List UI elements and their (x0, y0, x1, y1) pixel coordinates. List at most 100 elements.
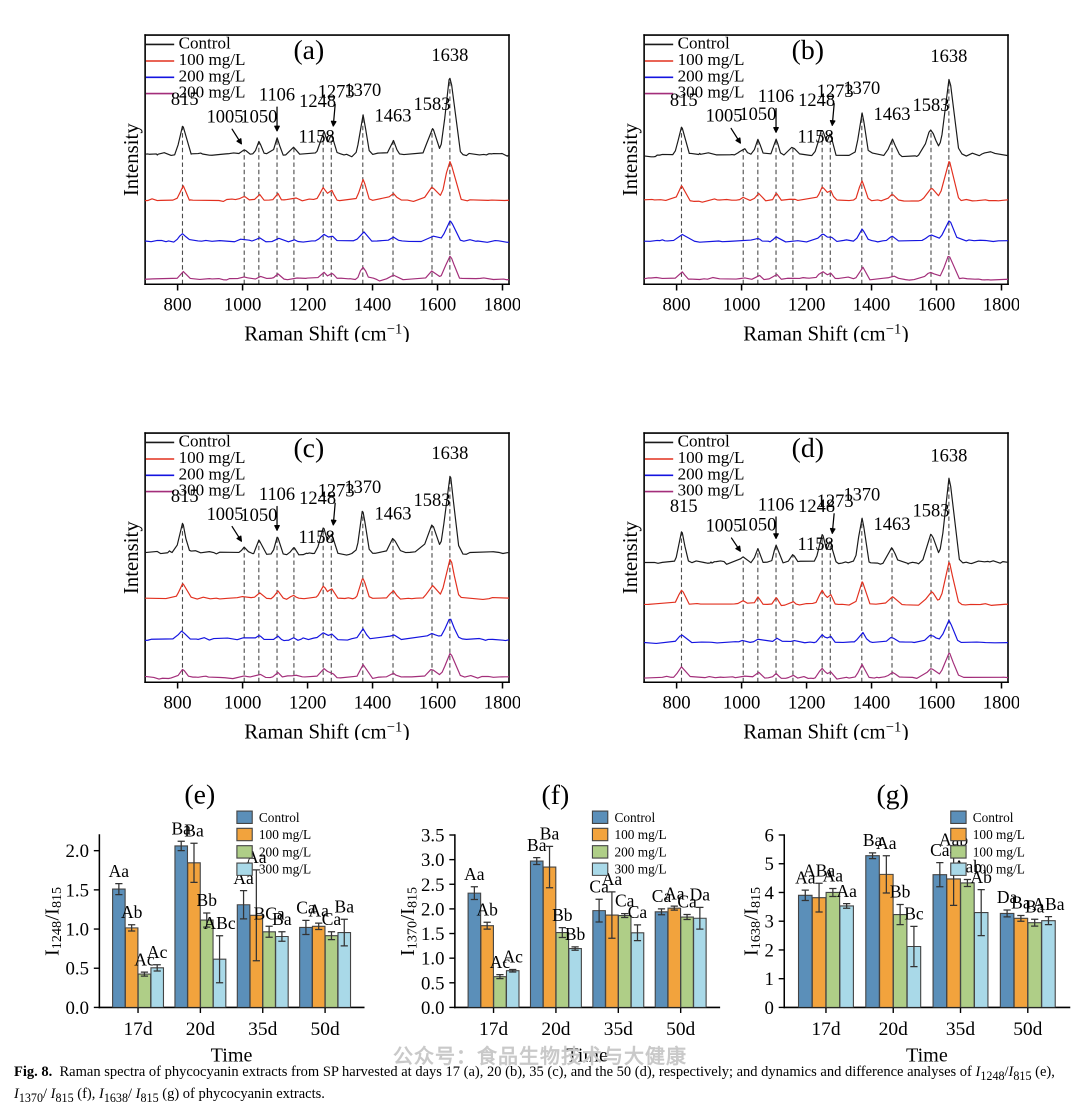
svg-text:Control: Control (973, 810, 1014, 825)
svg-text:6: 6 (764, 826, 773, 847)
svg-text:815: 815 (670, 496, 698, 516)
svg-text:R a m a: R a m a n S h i f t ( c m ) − 1 (743, 712, 914, 740)
svg-text:Ba: Ba (335, 896, 355, 916)
svg-text:1: 1 (764, 969, 773, 990)
svg-text:100 mg/L: 100 mg/L (973, 862, 1025, 877)
svg-text:Ab: Ab (476, 899, 498, 919)
svg-text:1800: 1800 (484, 294, 520, 315)
svg-text:1.0: 1.0 (66, 920, 89, 941)
svg-text:R a m a: R a m a n S h i f t ( c m ) − 1 (244, 314, 415, 342)
svg-text:1200: 1200 (788, 692, 826, 713)
svg-text:800: 800 (164, 692, 192, 713)
svg-text:1200: 1200 (788, 294, 826, 315)
svg-text:Bb: Bb (565, 924, 586, 944)
svg-text:Control: Control (259, 810, 300, 825)
svg-text:Aa: Aa (109, 861, 130, 881)
svg-text:1050: 1050 (240, 106, 277, 126)
svg-text:17d: 17d (479, 1019, 508, 1040)
svg-text:50d: 50d (666, 1019, 695, 1040)
svg-text:Ac: Ac (503, 947, 524, 967)
svg-text:1400: 1400 (354, 692, 392, 713)
svg-text:1800: 1800 (983, 294, 1019, 315)
svg-text:Bb: Bb (197, 890, 218, 910)
svg-text:1000: 1000 (723, 692, 761, 713)
svg-text:Bb: Bb (552, 905, 573, 925)
svg-text:1248: 1248 (798, 496, 835, 516)
svg-text:2: 2 (764, 940, 773, 961)
svg-text:Ba: Ba (540, 824, 560, 844)
svg-text:20d: 20d (541, 1019, 570, 1040)
svg-text:1370: 1370 (843, 78, 880, 98)
svg-text:1106: 1106 (758, 494, 794, 514)
svg-text:1400: 1400 (354, 294, 392, 315)
svg-text:3.5: 3.5 (421, 826, 444, 847)
svg-text:1463: 1463 (874, 104, 911, 124)
svg-text:Ab: Ab (121, 902, 143, 922)
svg-text:300 mg/L: 300 mg/L (259, 862, 311, 877)
svg-text:1638: 1638 (930, 46, 967, 66)
svg-text:1005: 1005 (706, 106, 743, 126)
svg-text:1600: 1600 (419, 692, 457, 713)
svg-text:1638: 1638 (930, 446, 967, 466)
svg-text:20d: 20d (879, 1019, 908, 1040)
svg-text:300 mg/L: 300 mg/L (614, 862, 666, 877)
svg-text:Intensity: Intensity (618, 123, 642, 196)
svg-text:1583: 1583 (913, 95, 950, 115)
svg-text:1000: 1000 (224, 294, 262, 315)
svg-text:Intensity: Intensity (119, 123, 143, 196)
svg-text:815: 815 (171, 89, 199, 109)
svg-text:1050: 1050 (240, 505, 277, 525)
svg-text:100 mg/L: 100 mg/L (973, 844, 1025, 859)
svg-text:200 mg/L: 200 mg/L (259, 844, 311, 859)
svg-text:(c): (c) (293, 433, 324, 464)
svg-text:35d: 35d (248, 1019, 277, 1040)
svg-text:1800: 1800 (983, 692, 1019, 713)
svg-text:Aa: Aa (876, 833, 897, 853)
svg-text:1000: 1000 (723, 294, 761, 315)
svg-text:1158: 1158 (797, 534, 833, 554)
svg-text:35d: 35d (946, 1019, 975, 1040)
svg-text:R a m a: R a m a n S h i f t ( c m ) − 1 (743, 314, 914, 342)
svg-text:800: 800 (663, 294, 691, 315)
svg-text:1.5: 1.5 (66, 880, 89, 901)
svg-text:1.5: 1.5 (421, 924, 444, 945)
svg-text:1248: 1248 (798, 90, 835, 110)
svg-text:1158: 1158 (298, 527, 334, 547)
svg-text:1583: 1583 (414, 490, 451, 510)
svg-text:1638: 1638 (431, 45, 468, 65)
svg-text:Ca: Ca (628, 902, 648, 922)
svg-text:1106: 1106 (259, 84, 295, 104)
svg-text:1400: 1400 (853, 692, 891, 713)
svg-text:(f): (f) (542, 780, 570, 811)
svg-text:1370: 1370 (843, 485, 880, 505)
svg-text:17d: 17d (123, 1019, 152, 1040)
svg-text:1400: 1400 (853, 294, 891, 315)
svg-text:100 mg/L: 100 mg/L (973, 827, 1025, 842)
svg-text:0.5: 0.5 (66, 959, 89, 980)
svg-text:1158: 1158 (298, 127, 334, 147)
svg-text:1600: 1600 (918, 692, 956, 713)
svg-text:0: 0 (764, 998, 773, 1019)
svg-text:I / I 1: I / I 1 3 7 0 8 1 5 (394, 887, 422, 956)
svg-text:1.0: 1.0 (421, 949, 444, 970)
svg-text:1106: 1106 (259, 484, 295, 504)
svg-text:815: 815 (171, 486, 199, 506)
svg-text:1200: 1200 (289, 294, 327, 315)
svg-text:1158: 1158 (797, 127, 833, 147)
svg-text:2.0: 2.0 (66, 841, 89, 862)
svg-text:(a): (a) (293, 35, 324, 66)
svg-text:(e): (e) (184, 780, 215, 811)
svg-text:17d: 17d (811, 1019, 840, 1040)
svg-text:5: 5 (764, 854, 773, 875)
svg-text:1583: 1583 (913, 501, 950, 521)
svg-text:815: 815 (670, 90, 698, 110)
svg-text:(g): (g) (876, 780, 908, 811)
svg-text:1463: 1463 (874, 514, 911, 534)
svg-text:0.5: 0.5 (421, 973, 444, 994)
svg-text:1248: 1248 (299, 488, 336, 508)
svg-text:Intensity: Intensity (618, 521, 642, 594)
svg-text:50d: 50d (311, 1019, 340, 1040)
svg-text:Ba: Ba (272, 909, 292, 929)
svg-text:ABa: ABa (1032, 894, 1064, 914)
svg-text:1005: 1005 (207, 106, 244, 126)
